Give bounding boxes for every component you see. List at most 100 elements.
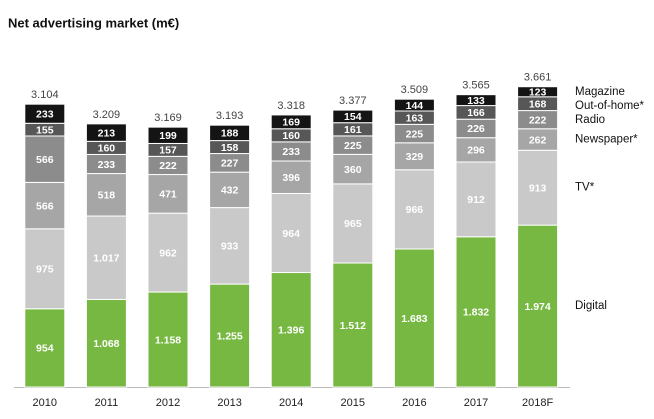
segment-label: 144	[406, 100, 424, 112]
segment-label: 518	[98, 190, 116, 202]
bar-segment	[24, 228, 66, 310]
legend-label: Out-of-home*	[575, 100, 645, 112]
segment-label: 966	[406, 204, 424, 216]
segment-label: 964	[282, 228, 300, 240]
segment-label: 155	[36, 124, 54, 136]
x-tick-label: 2010	[33, 397, 57, 409]
bar-segment	[455, 94, 497, 107]
segment-label: 296	[467, 145, 485, 157]
bar-segment	[517, 86, 559, 98]
segment-label: 1.974	[524, 301, 550, 313]
segment-label: 913	[529, 182, 547, 194]
segment-label: 161	[344, 124, 362, 136]
bar-segment	[332, 262, 374, 388]
segment-label: 1.255	[216, 330, 242, 342]
bar-segment	[147, 212, 189, 293]
segment-label: 160	[282, 130, 300, 142]
x-tick-label: 2015	[341, 397, 365, 409]
segment-label: 133	[467, 95, 485, 107]
segment-label: 157	[159, 145, 177, 157]
bar-segment	[209, 171, 251, 209]
segment-label: 965	[344, 218, 362, 230]
legend-label: Newspaper*	[575, 134, 638, 146]
bar-segment	[517, 224, 559, 388]
total-label: 3.104	[31, 89, 59, 101]
segment-label: 912	[467, 194, 485, 206]
bar-segment	[332, 153, 374, 185]
x-tick-label: 2017	[464, 397, 488, 409]
bar-segment	[270, 192, 312, 274]
segment-label: 233	[36, 109, 54, 121]
segment-label: 396	[282, 172, 300, 184]
bar-segment	[209, 207, 251, 285]
x-tick-label: 2013	[217, 397, 241, 409]
segment-label: 1.068	[93, 338, 119, 350]
segment-label: 1.832	[463, 307, 489, 319]
segment-label: 227	[221, 158, 239, 170]
segment-label: 975	[36, 264, 54, 276]
segment-label: 160	[98, 143, 116, 155]
segment-label: 1.683	[401, 313, 427, 325]
bar-segment	[393, 142, 435, 171]
segment-label: 123	[529, 87, 547, 99]
segment-label: 166	[467, 107, 485, 119]
segment-label: 222	[529, 114, 547, 126]
segment-label: 163	[406, 112, 424, 124]
segment-label: 226	[467, 123, 485, 135]
segment-label: 954	[36, 343, 54, 355]
total-label: 3.509	[401, 84, 429, 96]
segment-label: 566	[36, 154, 54, 166]
total-label: 3.193	[216, 110, 244, 122]
bar-segment	[455, 236, 497, 388]
bar-segment	[270, 114, 312, 130]
bar-segment	[24, 135, 66, 183]
bar-segment	[393, 98, 435, 112]
bar-segment	[147, 174, 189, 214]
chart-title: Net advertising market (m€)	[8, 15, 179, 30]
bar-segment	[270, 272, 312, 388]
total-label: 3.318	[277, 100, 305, 112]
segment-label: 188	[221, 128, 239, 140]
bar-segment	[85, 215, 127, 300]
bar-segment	[85, 298, 127, 388]
bar-segment	[455, 137, 497, 163]
bar-segment	[85, 123, 127, 142]
bar-segment	[209, 124, 251, 142]
segment-label: 432	[221, 185, 239, 197]
x-tick-label: 2018F	[522, 397, 553, 409]
segment-label: 1.158	[155, 334, 181, 346]
total-label: 3.565	[462, 80, 490, 92]
x-tick-label: 2016	[402, 397, 426, 409]
segment-label: 360	[344, 164, 362, 176]
segment-label: 471	[159, 189, 177, 201]
segment-label: 1.017	[93, 253, 119, 265]
segment-label: 962	[159, 247, 177, 259]
legend-label: Radio	[575, 114, 605, 126]
total-label: 3.377	[339, 95, 367, 107]
bar-segment	[24, 103, 66, 124]
bar-segment	[332, 109, 374, 124]
x-tick-label: 2012	[156, 397, 180, 409]
bar-segment	[85, 173, 127, 217]
segment-label: 262	[529, 134, 547, 146]
x-tick-label: 2014	[279, 397, 303, 409]
segment-label: 169	[282, 117, 300, 129]
segment-label: 1.396	[278, 325, 304, 337]
bar-segment	[393, 248, 435, 388]
segment-label: 158	[221, 142, 239, 154]
legend-label: Magazine	[575, 86, 625, 98]
total-label: 3.661	[524, 72, 552, 84]
segment-label: 222	[159, 160, 177, 172]
segment-label: 233	[282, 146, 300, 158]
segment-label: 199	[159, 130, 177, 142]
total-label: 3.169	[154, 112, 182, 124]
bar-segment	[209, 283, 251, 388]
bar-segment	[147, 291, 189, 388]
segment-label: 933	[221, 241, 239, 253]
total-label: 3.209	[93, 109, 121, 121]
bar-segment	[147, 126, 189, 144]
segment-label: 233	[98, 159, 116, 171]
bar-segment	[24, 308, 66, 388]
segment-label: 225	[406, 128, 424, 140]
